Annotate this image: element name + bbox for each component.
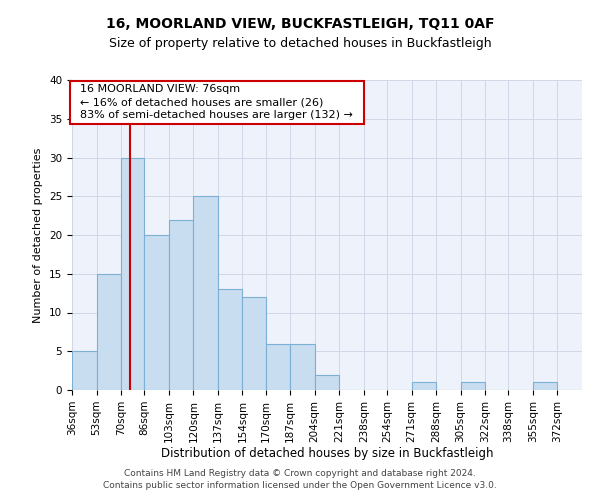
Text: 16 MOORLAND VIEW: 76sqm  
  ← 16% of detached houses are smaller (26)  
  83% of: 16 MOORLAND VIEW: 76sqm ← 16% of detache…: [73, 84, 361, 120]
Bar: [97, 274, 121, 390]
Text: Contains public sector information licensed under the Open Government Licence v3: Contains public sector information licen…: [103, 481, 497, 490]
Text: Contains HM Land Registry data © Crown copyright and database right 2024.: Contains HM Land Registry data © Crown c…: [124, 468, 476, 477]
Text: 16, MOORLAND VIEW, BUCKFASTLEIGH, TQ11 0AF: 16, MOORLAND VIEW, BUCKFASTLEIGH, TQ11 0…: [106, 18, 494, 32]
Bar: [144, 235, 169, 390]
Bar: [266, 344, 290, 390]
Bar: [218, 289, 242, 390]
Bar: [315, 374, 339, 390]
Bar: [412, 382, 436, 390]
Bar: [193, 196, 218, 390]
Bar: [290, 344, 315, 390]
Bar: [121, 158, 144, 390]
Bar: [461, 382, 485, 390]
Y-axis label: Number of detached properties: Number of detached properties: [34, 148, 43, 322]
Bar: [72, 351, 97, 390]
Bar: [533, 382, 557, 390]
Bar: [169, 220, 193, 390]
Bar: [242, 297, 266, 390]
X-axis label: Distribution of detached houses by size in Buckfastleigh: Distribution of detached houses by size …: [161, 448, 493, 460]
Text: Size of property relative to detached houses in Buckfastleigh: Size of property relative to detached ho…: [109, 38, 491, 51]
